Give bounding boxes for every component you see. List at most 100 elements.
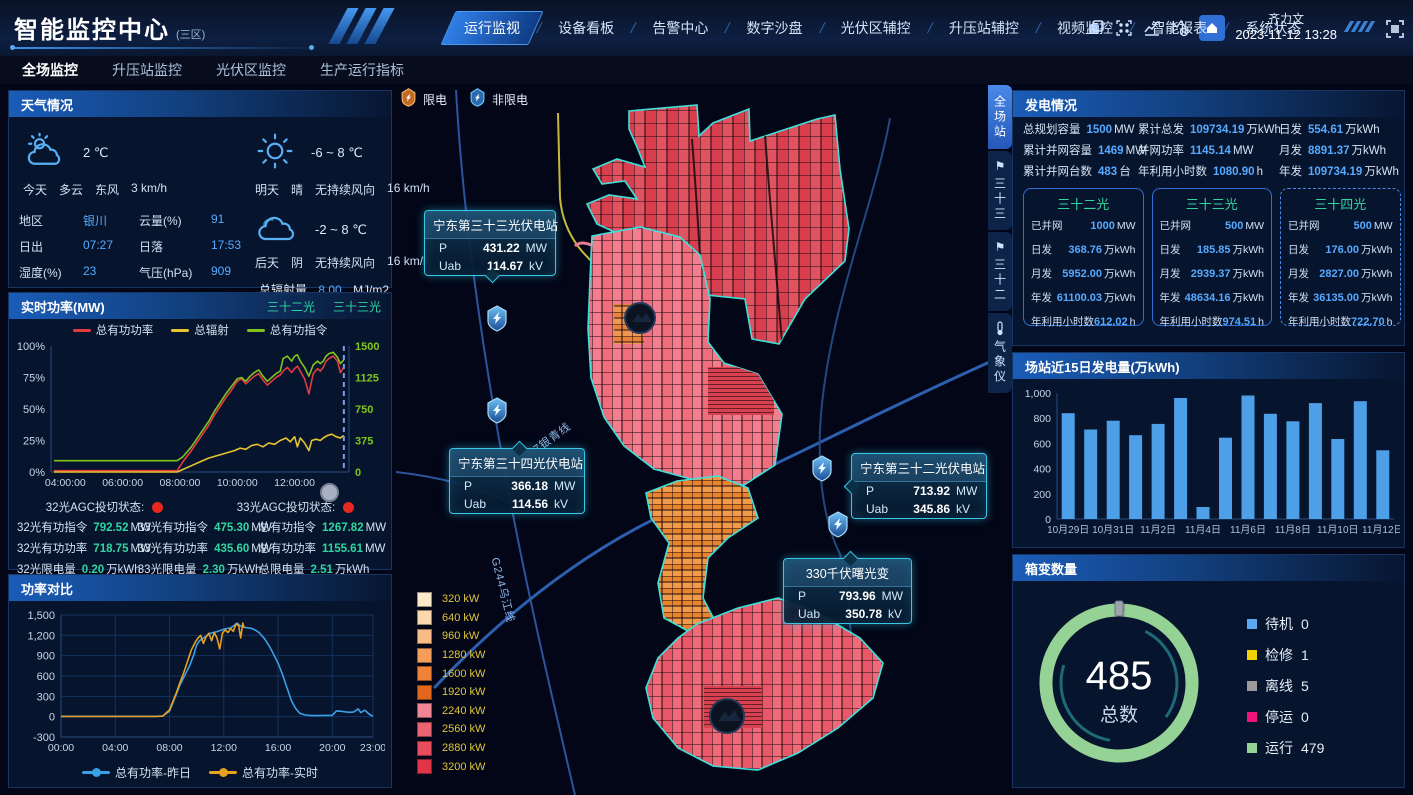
nav-tab-2[interactable]: 设备看板 [558, 20, 615, 36]
card-row-label: 年发 [1288, 292, 1309, 304]
station-tooltip-32[interactable]: 宁东第三十二光伏电站 P 713.92 MW Uab 345.86 kV [843, 453, 987, 519]
window-icon[interactable] [1087, 19, 1105, 37]
nav-tab-1[interactable]: 运行监视 [448, 11, 536, 45]
subnav-item-1[interactable]: 全场监控 [22, 62, 78, 78]
card-row-label: 已并网 [1159, 220, 1192, 232]
map-legend-curtailed[interactable]: 限电 [400, 88, 447, 110]
nav-tab-9[interactable]: 系统状态 [1245, 20, 1302, 36]
nav-tab-8[interactable]: 智能报表 [1151, 20, 1208, 36]
svg-text:10月29日: 10月29日 [1047, 524, 1089, 536]
subnav-item-3[interactable]: 光伏区监控 [216, 62, 286, 78]
card-row-unit: 万kWh [1361, 244, 1393, 256]
weather-detail-label: 湿度(%) [19, 266, 62, 280]
sub-nav: 全场监控 升压站监控 光伏区监控 生产运行指标 [0, 56, 1413, 84]
legend-item[interactable]: 总有功功率 [72, 322, 153, 338]
scan-icon[interactable] [1115, 19, 1133, 37]
card-row-label: 年利用小时数 [1159, 316, 1223, 328]
stat-cell: 年利用小时数 1080.90 h [1138, 163, 1279, 184]
box-legend-value: 1 [1301, 646, 1309, 663]
map-legend-normal[interactable]: 非限电 [469, 88, 528, 110]
generation-card-1[interactable]: 三十二光 已并网 1000 MW 日发 368.76 万kWh 月发 5952.00 万kWh 年发… [1023, 188, 1144, 328]
home-button[interactable] [1199, 15, 1226, 41]
legend-item[interactable]: 总辐射 [171, 322, 229, 338]
station-tooltip-34[interactable]: 宁东第三十四光伏电站 P 366.18 MW Uab 114.56 kV [449, 440, 585, 514]
trend-chart-icon[interactable] [1143, 19, 1161, 37]
svg-text:06:00:00: 06:00:00 [102, 477, 143, 489]
station-shield-icons[interactable] [487, 305, 848, 538]
shield-icon-34[interactable] [487, 397, 507, 424]
stat-label: 32光限电量 [17, 564, 76, 576]
generation-card-title: 三十四光 [1314, 197, 1367, 212]
p-value: 713.92 [913, 484, 950, 498]
shield-icon-33[interactable] [487, 305, 507, 332]
nav-tab-5[interactable]: 光伏区辅控 [840, 20, 911, 36]
svg-text:0%: 0% [29, 467, 45, 479]
color-legend-item: 960 kW [417, 627, 485, 646]
card-row-value: 36135.00 [1313, 292, 1359, 304]
svg-text:485: 485 [1086, 654, 1153, 698]
stat-cell: 32光有功功率 718.75 MW [17, 540, 151, 561]
nav-tab-3[interactable]: 告警中心 [652, 20, 709, 36]
card-row-value: 500 [1224, 220, 1244, 232]
legend-item[interactable]: 总有功率-昨日 [82, 764, 191, 781]
shield-icon-substation[interactable] [828, 511, 848, 538]
color-legend-item: 1920 kW [417, 683, 485, 702]
legend-item[interactable]: 总有功指令 [246, 322, 327, 338]
legend-marker [171, 328, 190, 332]
solar-field-polygons[interactable] [585, 104, 884, 771]
station-name: 宁东第三十三光伏电站 [425, 211, 558, 239]
stat-cell: 总限电量 2.51 万kWh [259, 561, 383, 582]
side-tab-2[interactable]: ⚑ 三十三 [988, 151, 1012, 230]
box-legend-value: 0 [1301, 615, 1309, 632]
generation-card-title: 三十三光 [1185, 197, 1238, 212]
card-row-value: 5952.00 [1062, 268, 1102, 280]
side-tab-4[interactable]: 气象仪 [988, 313, 1012, 393]
solar-field-map[interactable] [392, 84, 1012, 795]
svg-text:1,500: 1,500 [27, 610, 55, 622]
report-clock-icon[interactable] [1171, 19, 1189, 37]
substation-tooltip[interactable]: 330千伏曙光变 P 793.96 MW Uab 350.78 kV [783, 550, 912, 624]
svg-text:11月10日: 11月10日 [1317, 524, 1359, 536]
subnav-item-4[interactable]: 生产运行指标 [320, 62, 404, 78]
uab-unit: kV [888, 607, 903, 621]
nav-tab-7[interactable]: 视频监控 [1057, 20, 1114, 36]
user-name[interactable]: 齐力文 [1268, 12, 1305, 27]
stat-unit: 万kWh [1345, 124, 1380, 136]
side-tab-3[interactable]: ⚑ 三十二 [988, 232, 1012, 311]
legend-item[interactable]: 总有功率-实时 [209, 764, 318, 781]
power-compare-header: 功率对比 [9, 575, 391, 601]
station-tooltip-33[interactable]: 宁东第三十三光伏电站 P 431.22 MW Uab 114.67 kV [424, 210, 558, 284]
weather-detail-value: 07:27 [83, 238, 114, 252]
shield-icon-32[interactable] [812, 455, 832, 482]
card-row-unit: MW [1373, 220, 1393, 232]
color-swatch [417, 740, 432, 756]
stat-value: 2.30 [202, 564, 225, 576]
generation-card-2[interactable]: 三十三光 已并网 500 MW 日发 185.85 万kWh 月发 2939.37 万kWh 年发 4… [1151, 188, 1272, 328]
stat-unit: 万kWh [334, 564, 370, 576]
scroll-knob[interactable] [320, 483, 339, 502]
svg-text:11月8日: 11月8日 [1275, 524, 1311, 536]
realtime-legend: 总有功功率 总辐射 总有功指令 [9, 322, 391, 338]
svg-text:10:00:00: 10:00:00 [217, 477, 258, 489]
agc-group-1: 32光AGC投切状态: [46, 499, 164, 515]
svg-text:11月2日: 11月2日 [1140, 524, 1176, 536]
main-nav: 运行监视 / 设备看板 / 告警中心 / 数字沙盘 / 光伏区辅控 / 升压站辅控 / 视频监控 / 智能报… [448, 0, 1317, 56]
realtime-tab-1[interactable]: 三十二光 [266, 299, 315, 314]
today-wind: 东风 [95, 183, 120, 197]
stat-label: 年发 [1278, 166, 1302, 178]
nav-tab-4[interactable]: 数字沙盘 [746, 20, 803, 36]
uab-value: 114.56 [511, 497, 548, 511]
generation-card-row: 年发 36135.00 万kWh [1288, 290, 1393, 314]
color-legend-label: 640 kW [442, 611, 480, 624]
box-legend-label: 运行 [1265, 739, 1293, 756]
stat-label: 总限电量 [258, 564, 305, 576]
generation-card-3[interactable]: 三十四光 已并网 500 MW 日发 176.00 万kWh 月发 2827.00 万kWh 年发 3… [1280, 188, 1401, 328]
realtime-tab-2[interactable]: 三十三光 [332, 299, 381, 314]
stat-label: 总有功功率 [258, 543, 317, 555]
legend-label: 总有功率-昨日 [115, 766, 191, 780]
side-tab-1[interactable]: 全场站 [988, 85, 1012, 149]
fullscreen-icon[interactable] [1385, 19, 1404, 38]
nav-tab-6[interactable]: 升压站辅控 [948, 20, 1019, 36]
weather-tomorrow: -6 ~ 8 ℃ 明天 晴 无持续风向 16 km/h [251, 123, 434, 198]
subnav-item-2[interactable]: 升压站监控 [112, 62, 182, 78]
